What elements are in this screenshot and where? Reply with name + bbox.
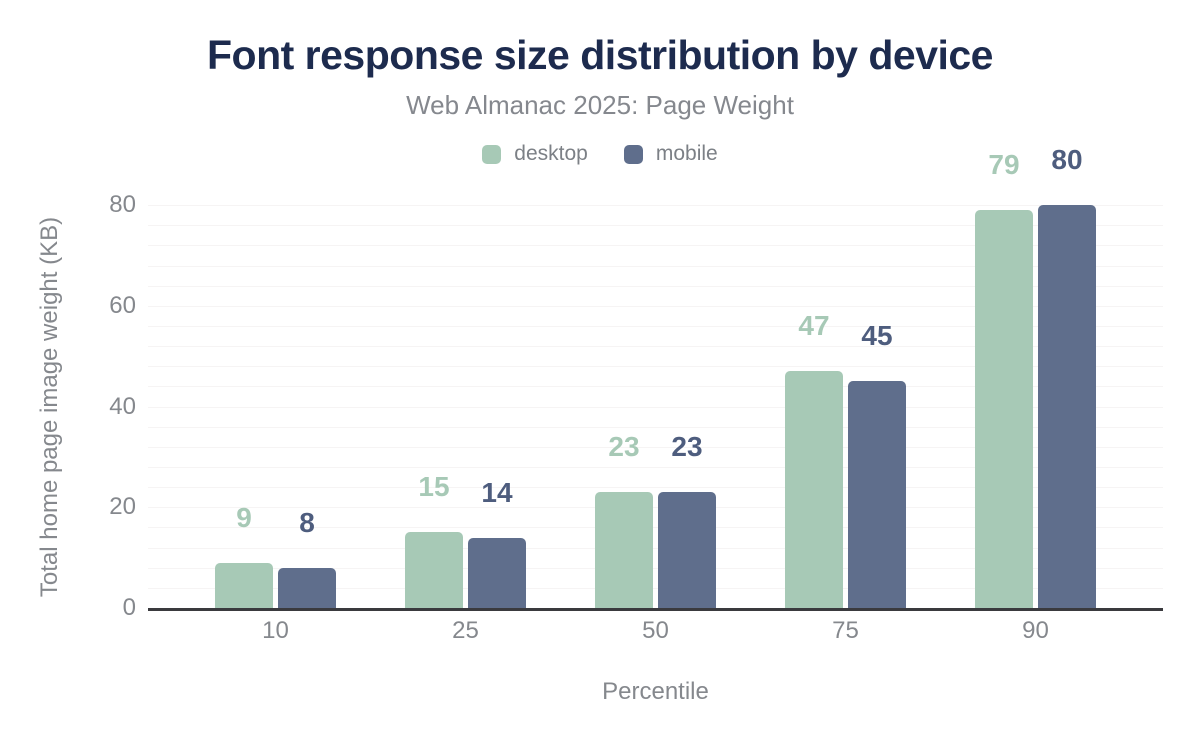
gridline bbox=[148, 386, 1163, 388]
bar-mobile-p25[interactable] bbox=[468, 537, 526, 608]
gridline bbox=[148, 567, 1163, 569]
gridline bbox=[148, 346, 1163, 348]
gridline bbox=[148, 265, 1163, 267]
bar-desktop-p10[interactable] bbox=[215, 562, 273, 608]
bar-desktop-p25[interactable] bbox=[405, 532, 463, 608]
gridline bbox=[148, 305, 1163, 307]
legend-item-mobile[interactable]: mobile bbox=[623, 142, 718, 166]
gridline bbox=[148, 426, 1163, 428]
chart-title: Font response size distribution by devic… bbox=[207, 32, 994, 78]
gridline bbox=[148, 467, 1163, 468]
gridline bbox=[148, 446, 1163, 448]
mobile-series-swatch-icon bbox=[623, 144, 643, 164]
gridline bbox=[148, 547, 1163, 549]
bar-value-label: 9 bbox=[236, 501, 252, 533]
bar-mobile-p75[interactable] bbox=[848, 381, 906, 608]
x-tick-label: 75 bbox=[832, 617, 859, 644]
bar-value-label: 23 bbox=[671, 431, 703, 463]
bar-desktop-p75[interactable] bbox=[785, 371, 843, 608]
legend-item-desktop[interactable]: desktop bbox=[482, 142, 588, 166]
gridline bbox=[148, 326, 1163, 327]
desktop-series-swatch-icon bbox=[482, 144, 502, 164]
y-tick-label: 0 bbox=[122, 594, 136, 621]
gridline bbox=[148, 527, 1163, 529]
gridline bbox=[148, 366, 1163, 368]
gridline bbox=[148, 205, 1163, 207]
x-axis-line bbox=[148, 608, 1163, 611]
gridline bbox=[148, 487, 1163, 489]
legend: desktop mobile bbox=[0, 141, 1200, 167]
bar-desktop-p50[interactable] bbox=[595, 492, 653, 608]
x-tick-label: 50 bbox=[642, 617, 669, 644]
chart-subtitle: Web Almanac 2025: Page Weight bbox=[406, 90, 794, 120]
bar-mobile-p50[interactable] bbox=[658, 492, 716, 608]
x-tick-label: 25 bbox=[452, 617, 479, 644]
gridline bbox=[148, 507, 1163, 509]
y-tick-label: 40 bbox=[109, 392, 136, 420]
x-axis-title: Percentile bbox=[602, 678, 709, 705]
x-tick-label: 90 bbox=[1022, 617, 1049, 644]
bar-mobile-p10[interactable] bbox=[278, 567, 336, 608]
gridline bbox=[148, 285, 1163, 287]
x-tick-label: 10 bbox=[262, 617, 289, 644]
bar-value-label: 80 bbox=[1051, 144, 1083, 176]
gridline bbox=[148, 245, 1163, 247]
y-tick-label: 80 bbox=[109, 191, 136, 219]
y-tick-label: 60 bbox=[109, 291, 136, 319]
bar-value-label: 8 bbox=[299, 506, 315, 538]
y-tick-label: 20 bbox=[109, 493, 136, 521]
bar-value-label: 45 bbox=[861, 320, 893, 352]
bar-desktop-p90[interactable] bbox=[975, 210, 1033, 608]
gridline bbox=[148, 406, 1163, 408]
bar-value-label: 23 bbox=[608, 431, 640, 463]
legend-label-mobile: mobile bbox=[655, 142, 718, 165]
gridline bbox=[148, 225, 1163, 227]
bar-value-label: 47 bbox=[798, 310, 830, 342]
bar-value-label: 14 bbox=[481, 476, 513, 508]
legend-label-desktop: desktop bbox=[514, 142, 588, 165]
y-axis-title-text: Total home page image weight (KB) bbox=[36, 216, 63, 598]
bar-mobile-p90[interactable] bbox=[1038, 205, 1096, 608]
bar-value-label: 79 bbox=[988, 149, 1020, 181]
gridline bbox=[148, 587, 1163, 589]
bar-value-label: 15 bbox=[418, 471, 450, 503]
